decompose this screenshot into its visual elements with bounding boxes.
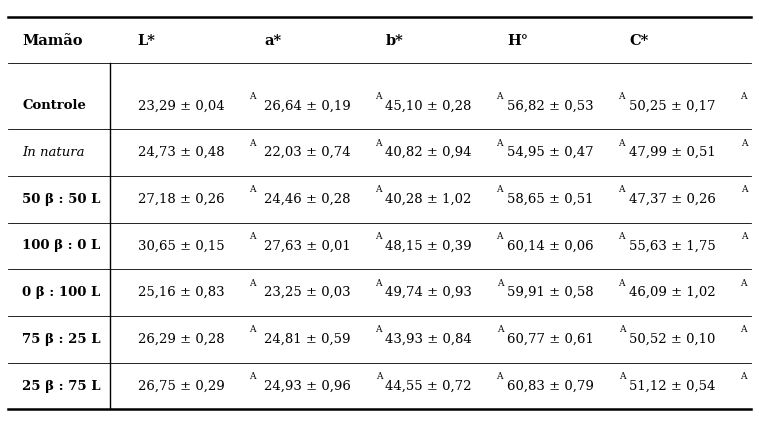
Text: A: A — [496, 232, 503, 241]
Text: 60,14 ± 0,06: 60,14 ± 0,06 — [508, 239, 594, 253]
Text: 40,82 ± 0,94: 40,82 ± 0,94 — [386, 146, 472, 159]
Text: 51,12 ± 0,54: 51,12 ± 0,54 — [629, 380, 716, 392]
Text: 46,09 ± 1,02: 46,09 ± 1,02 — [629, 286, 716, 299]
Text: A: A — [496, 92, 502, 101]
Text: A: A — [741, 279, 747, 288]
Text: A: A — [249, 325, 255, 334]
Text: 44,55 ± 0,72: 44,55 ± 0,72 — [386, 380, 472, 392]
Text: H°: H° — [508, 34, 528, 48]
Text: A: A — [249, 138, 255, 148]
Text: 55,63 ± 1,75: 55,63 ± 1,75 — [629, 239, 716, 253]
Text: 50,25 ± 0,17: 50,25 ± 0,17 — [629, 100, 716, 112]
Text: 25,16 ± 0,83: 25,16 ± 0,83 — [138, 286, 225, 299]
Text: 49,74 ± 0,93: 49,74 ± 0,93 — [386, 286, 472, 299]
Text: A: A — [496, 325, 503, 334]
Text: A: A — [249, 185, 255, 194]
Text: Mamão: Mamão — [23, 34, 83, 48]
Text: A: A — [496, 372, 502, 381]
Text: 50,52 ± 0,10: 50,52 ± 0,10 — [629, 333, 716, 346]
Text: A: A — [249, 372, 256, 381]
Text: A: A — [741, 232, 747, 241]
Text: 0 β : 100 L: 0 β : 100 L — [23, 286, 101, 299]
Text: A: A — [375, 138, 382, 148]
Text: 26,64 ± 0,19: 26,64 ± 0,19 — [264, 100, 351, 112]
Text: A: A — [497, 279, 503, 288]
Text: C*: C* — [629, 34, 649, 48]
Text: A: A — [375, 185, 382, 194]
Text: A: A — [496, 185, 502, 194]
Text: 25 β : 75 L: 25 β : 75 L — [23, 380, 101, 392]
Text: 58,65 ± 0,51: 58,65 ± 0,51 — [508, 193, 594, 206]
Text: A: A — [619, 138, 625, 148]
Text: A: A — [376, 232, 382, 241]
Text: A: A — [376, 92, 382, 101]
Text: 24,93 ± 0,96: 24,93 ± 0,96 — [264, 380, 351, 392]
Text: A: A — [249, 232, 255, 241]
Text: L*: L* — [138, 34, 156, 48]
Text: A: A — [375, 279, 382, 288]
Text: 24,46 ± 0,28: 24,46 ± 0,28 — [264, 193, 351, 206]
Text: A: A — [619, 185, 625, 194]
Text: A: A — [375, 325, 382, 334]
Text: 59,91 ± 0,58: 59,91 ± 0,58 — [508, 286, 594, 299]
Text: 100 β : 0 L: 100 β : 0 L — [23, 239, 101, 253]
Text: In natura: In natura — [23, 146, 85, 159]
Text: A: A — [741, 138, 747, 148]
Text: A: A — [619, 279, 625, 288]
Text: 50 β : 50 L: 50 β : 50 L — [23, 193, 101, 206]
Text: 60,83 ± 0,79: 60,83 ± 0,79 — [508, 380, 594, 392]
Text: A: A — [619, 325, 625, 334]
Text: 24,81 ± 0,59: 24,81 ± 0,59 — [264, 333, 351, 346]
Text: 43,93 ± 0,84: 43,93 ± 0,84 — [386, 333, 472, 346]
Text: 27,63 ± 0,01: 27,63 ± 0,01 — [264, 239, 351, 253]
Text: 24,73 ± 0,48: 24,73 ± 0,48 — [138, 146, 225, 159]
Text: 60,77 ± 0,61: 60,77 ± 0,61 — [508, 333, 594, 346]
Text: A: A — [249, 279, 255, 288]
Text: Controle: Controle — [23, 100, 87, 112]
Text: A: A — [740, 325, 747, 334]
Text: 26,75 ± 0,29: 26,75 ± 0,29 — [138, 380, 225, 392]
Text: A: A — [496, 138, 502, 148]
Text: 27,18 ± 0,26: 27,18 ± 0,26 — [138, 193, 225, 206]
Text: A: A — [741, 185, 748, 194]
Text: 45,10 ± 0,28: 45,10 ± 0,28 — [386, 100, 472, 112]
Text: a*: a* — [264, 34, 282, 48]
Text: A: A — [740, 372, 747, 381]
Text: 48,15 ± 0,39: 48,15 ± 0,39 — [386, 239, 472, 253]
Text: A: A — [376, 372, 382, 381]
Text: 23,29 ± 0,04: 23,29 ± 0,04 — [138, 100, 225, 112]
Text: 47,37 ± 0,26: 47,37 ± 0,26 — [629, 193, 716, 206]
Text: A: A — [619, 372, 625, 381]
Text: 23,25 ± 0,03: 23,25 ± 0,03 — [264, 286, 351, 299]
Text: 22,03 ± 0,74: 22,03 ± 0,74 — [264, 146, 351, 159]
Text: A: A — [740, 92, 747, 101]
Text: 30,65 ± 0,15: 30,65 ± 0,15 — [138, 239, 225, 253]
Text: A: A — [619, 232, 625, 241]
Text: b*: b* — [386, 34, 403, 48]
Text: A: A — [249, 92, 255, 101]
Text: A: A — [619, 92, 625, 101]
Text: 26,29 ± 0,28: 26,29 ± 0,28 — [138, 333, 225, 346]
Text: 56,82 ± 0,53: 56,82 ± 0,53 — [508, 100, 594, 112]
Text: 54,95 ± 0,47: 54,95 ± 0,47 — [508, 146, 594, 159]
Text: 47,99 ± 0,51: 47,99 ± 0,51 — [629, 146, 716, 159]
Text: 75 β : 25 L: 75 β : 25 L — [23, 333, 101, 346]
Text: 40,28 ± 1,02: 40,28 ± 1,02 — [386, 193, 472, 206]
